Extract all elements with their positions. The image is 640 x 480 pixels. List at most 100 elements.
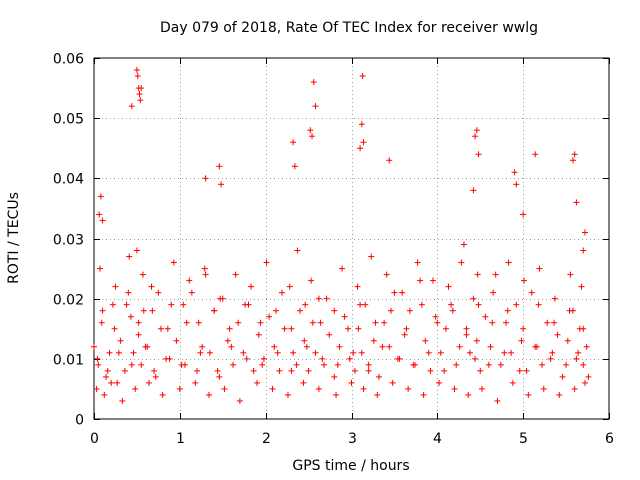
data-point bbox=[581, 379, 588, 386]
data-point bbox=[98, 319, 105, 326]
data-point bbox=[138, 361, 145, 368]
data-point bbox=[149, 307, 156, 314]
x-tick-label: 4 bbox=[433, 431, 442, 447]
data-point bbox=[339, 265, 346, 272]
data-point bbox=[551, 295, 558, 302]
data-point bbox=[508, 349, 515, 356]
data-point bbox=[350, 349, 357, 356]
data-point bbox=[368, 253, 375, 260]
data-point bbox=[465, 391, 472, 398]
data-point bbox=[240, 349, 247, 356]
data-point bbox=[242, 301, 249, 308]
data-point bbox=[535, 301, 542, 308]
data-point bbox=[333, 391, 340, 398]
data-point bbox=[492, 271, 499, 278]
data-point bbox=[549, 349, 556, 356]
data-point bbox=[470, 187, 477, 194]
data-point bbox=[487, 343, 494, 350]
data-point bbox=[257, 319, 264, 326]
y-tick-label: 0.04 bbox=[53, 172, 84, 188]
data-point bbox=[536, 265, 543, 272]
y-tick-label: 0.01 bbox=[53, 353, 84, 369]
data-point bbox=[475, 301, 482, 308]
data-point bbox=[300, 379, 307, 386]
data-point bbox=[114, 379, 121, 386]
data-point bbox=[578, 283, 585, 290]
data-point bbox=[312, 103, 319, 110]
data-point bbox=[307, 127, 314, 134]
data-point bbox=[201, 265, 208, 272]
axis-ticks bbox=[94, 58, 610, 420]
data-point bbox=[375, 373, 382, 380]
data-point bbox=[211, 307, 218, 314]
data-point bbox=[441, 367, 448, 374]
data-point bbox=[157, 325, 164, 332]
data-point bbox=[520, 211, 527, 218]
data-point bbox=[383, 271, 390, 278]
data-point bbox=[259, 361, 266, 368]
data-point bbox=[365, 361, 372, 368]
data-point bbox=[269, 385, 276, 392]
data-point bbox=[532, 343, 539, 350]
data-point bbox=[357, 301, 364, 308]
data-point bbox=[331, 307, 338, 314]
chart-title: Day 079 of 2018, Rate Of TEC Index for r… bbox=[160, 20, 538, 36]
data-point bbox=[569, 157, 576, 164]
data-point bbox=[434, 319, 441, 326]
data-point bbox=[345, 325, 352, 332]
data-point bbox=[544, 319, 551, 326]
y-tick-label: 0.05 bbox=[53, 112, 84, 128]
data-point bbox=[317, 319, 324, 326]
data-point bbox=[139, 271, 146, 278]
data-point bbox=[133, 67, 140, 74]
data-point bbox=[394, 355, 401, 362]
y-tick-label: 0.02 bbox=[53, 293, 84, 309]
data-point bbox=[224, 337, 231, 344]
data-point bbox=[449, 307, 456, 314]
data-point bbox=[525, 391, 532, 398]
data-point bbox=[357, 145, 364, 152]
data-point bbox=[309, 133, 316, 140]
data-point bbox=[360, 385, 367, 392]
data-point bbox=[528, 289, 535, 296]
data-point bbox=[232, 271, 239, 278]
data-point bbox=[148, 283, 155, 290]
data-point bbox=[140, 307, 147, 314]
data-point bbox=[286, 283, 293, 290]
data-point bbox=[505, 259, 512, 266]
data-point bbox=[97, 265, 104, 272]
data-point bbox=[135, 331, 142, 338]
data-point bbox=[417, 277, 424, 284]
data-point bbox=[494, 397, 501, 404]
data-point bbox=[334, 361, 341, 368]
data-point bbox=[374, 391, 381, 398]
data-point bbox=[312, 349, 319, 356]
data-point bbox=[336, 343, 343, 350]
data-point bbox=[217, 295, 224, 302]
data-point bbox=[472, 133, 479, 140]
data-point bbox=[170, 259, 177, 266]
data-point bbox=[133, 247, 140, 254]
data-point bbox=[448, 301, 455, 308]
data-point bbox=[386, 157, 393, 164]
data-point bbox=[564, 337, 571, 344]
data-point bbox=[127, 313, 134, 320]
data-point bbox=[503, 319, 509, 326]
data-point bbox=[236, 397, 243, 404]
data-point bbox=[97, 193, 104, 200]
data-point bbox=[458, 259, 465, 266]
y-tick-label: 0 bbox=[75, 413, 84, 429]
data-point bbox=[271, 343, 278, 350]
data-point bbox=[490, 289, 497, 296]
data-point bbox=[563, 361, 570, 368]
data-point bbox=[214, 367, 221, 374]
data-point bbox=[523, 367, 530, 374]
data-point bbox=[354, 283, 361, 290]
data-point bbox=[230, 361, 237, 368]
data-point bbox=[520, 325, 527, 332]
data-point bbox=[243, 355, 250, 362]
data-point bbox=[121, 367, 128, 374]
data-point bbox=[206, 391, 213, 398]
data-point bbox=[130, 349, 137, 356]
